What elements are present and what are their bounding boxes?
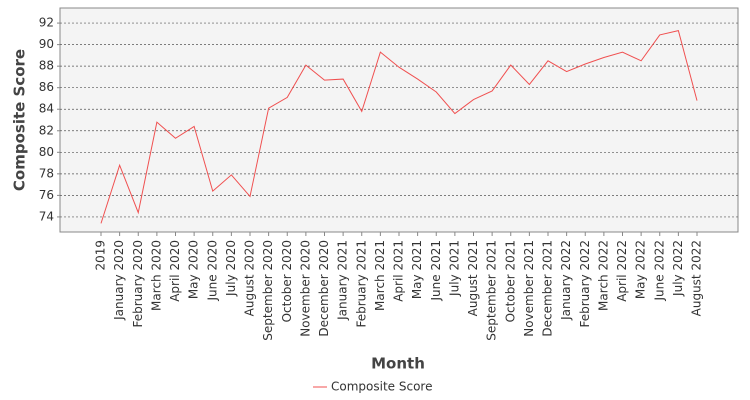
- x-tick-label: June 2021: [429, 240, 443, 302]
- x-tick-label: December 2021: [541, 240, 555, 337]
- x-axis-title: Month: [371, 355, 425, 373]
- y-tick-label: 92: [39, 16, 54, 30]
- y-tick-label: 88: [39, 59, 54, 73]
- y-tick-label: 82: [39, 123, 54, 137]
- x-tick-label: May 2020: [187, 240, 201, 299]
- x-tick-label: May 2022: [634, 240, 648, 299]
- y-tick-label: 76: [39, 188, 54, 202]
- x-tick-label: March 2021: [373, 240, 387, 311]
- x-tick-label: July 2022: [671, 240, 685, 297]
- x-tick-label: February 2021: [354, 240, 368, 328]
- x-tick-label: February 2020: [131, 240, 145, 328]
- x-tick-label: September 2020: [261, 240, 275, 341]
- x-tick-label: July 2021: [447, 240, 461, 297]
- x-tick-label: September 2021: [485, 240, 499, 341]
- x-tick-label: July 2020: [224, 240, 238, 297]
- x-tick-label: March 2020: [149, 240, 163, 311]
- x-tick-label: August 2020: [243, 240, 257, 316]
- y-tick-label: 80: [39, 145, 54, 159]
- x-tick-label: June 2020: [205, 240, 219, 302]
- y-tick-label: 74: [39, 209, 54, 223]
- y-tick-label: 78: [39, 166, 54, 180]
- y-tick-label: 84: [39, 102, 54, 116]
- y-axis-title: Composite Score: [11, 49, 29, 191]
- plot-area: [59, 7, 739, 233]
- x-tick-label: January 2021: [336, 240, 350, 321]
- x-tick-label: February 2022: [578, 240, 592, 328]
- x-tick-label: April 2020: [168, 240, 182, 302]
- x-tick-label: August 2021: [466, 240, 480, 316]
- x-tick-label: January 2022: [559, 240, 573, 321]
- x-tick-label: November 2020: [298, 240, 312, 337]
- x-tick-label: March 2022: [596, 240, 610, 311]
- x-tick-label: June 2022: [652, 240, 666, 302]
- legend-label: Composite Score: [331, 380, 432, 394]
- x-tick-label: May 2021: [410, 240, 424, 299]
- x-tick-label: December 2020: [317, 240, 331, 337]
- x-tick-label: August 2022: [690, 240, 704, 316]
- x-tick-label: January 2020: [112, 240, 126, 321]
- x-tick-label: November 2021: [522, 240, 536, 337]
- x-tick-label: April 2021: [392, 240, 406, 302]
- x-tick-label: October 2020: [280, 240, 294, 322]
- y-tick-label: 86: [39, 80, 54, 94]
- data-line: [100, 30, 698, 224]
- x-tick-label: April 2022: [615, 240, 629, 302]
- y-tick-label: 90: [39, 37, 54, 51]
- x-tick-label: October 2021: [503, 240, 517, 322]
- x-tick-label: 2019: [94, 240, 108, 271]
